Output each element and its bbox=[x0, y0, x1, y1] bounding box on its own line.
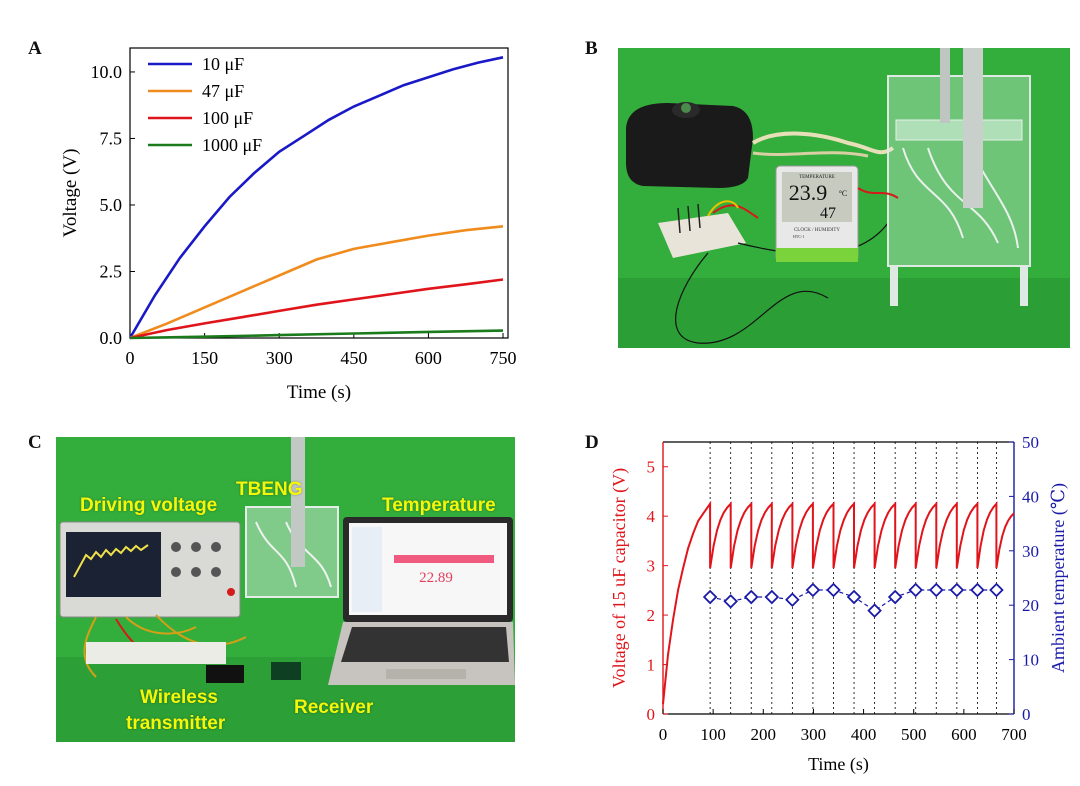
right-y-tick-label: 20 bbox=[1022, 596, 1039, 615]
temperature-point bbox=[764, 589, 780, 605]
svg-text:CLOCK / HUMIDITY: CLOCK / HUMIDITY bbox=[794, 228, 840, 233]
x-axis-label: Time (s) bbox=[808, 754, 869, 775]
oscilloscope bbox=[59, 521, 241, 618]
x-tick-label: 200 bbox=[751, 725, 777, 744]
svg-text:23.9: 23.9 bbox=[789, 180, 828, 205]
breadboard bbox=[658, 200, 759, 258]
temperature-point bbox=[805, 582, 821, 598]
label-temperature: Temperature bbox=[382, 495, 496, 516]
x-tick-label: 100 bbox=[700, 725, 726, 744]
right-y-tick-label: 40 bbox=[1022, 487, 1039, 506]
transmitter-board bbox=[206, 665, 244, 683]
panel-label-a: A bbox=[28, 38, 42, 59]
x-tick-label: 0 bbox=[659, 725, 668, 744]
series-line-3 bbox=[129, 329, 504, 340]
thermo-hygrometer: TEMPERATURE 23.9 °C 47 CLOCK / HUMIDITY … bbox=[775, 165, 859, 262]
label-receiver: Receiver bbox=[294, 697, 374, 718]
temperature-point bbox=[702, 589, 718, 605]
panel-label-d: D bbox=[585, 432, 599, 453]
right-y-tick-label: 30 bbox=[1022, 542, 1039, 561]
y-tick-label: 10.0 bbox=[91, 62, 123, 82]
panel-label-b: B bbox=[585, 38, 598, 59]
plot-frame bbox=[129, 47, 509, 339]
temperature-point bbox=[949, 582, 965, 598]
x-axis-label: Time (s) bbox=[287, 382, 351, 403]
x-tick-label: 400 bbox=[851, 725, 877, 744]
svg-text:22.89: 22.89 bbox=[419, 570, 453, 586]
x-tick-label: 750 bbox=[490, 348, 517, 368]
receiver-board bbox=[271, 662, 301, 680]
breadboard bbox=[86, 642, 226, 664]
tbeng-device bbox=[245, 437, 339, 598]
right-y-tick-label: 0 bbox=[1022, 705, 1031, 724]
x-tick-label: 0 bbox=[126, 348, 135, 368]
svg-text:TEMPERATURE: TEMPERATURE bbox=[799, 175, 835, 180]
series-line-0 bbox=[128, 56, 504, 339]
x-tick-label: 600 bbox=[951, 725, 977, 744]
x-tick-label: 700 bbox=[1001, 725, 1027, 744]
y-axis-label: Voltage (V) bbox=[60, 149, 81, 238]
legend-label-1: 47 μF bbox=[202, 81, 244, 101]
x-tick-label: 450 bbox=[340, 348, 367, 368]
left-y-axis-label: Voltage of 15 uF capacitor (V) bbox=[609, 468, 630, 688]
temperature-point bbox=[785, 592, 800, 608]
chart-a-capacitor-charging: 0 150 300 450 600 750 0.0 2.5 5.0 7.5 10.0 Time (s)… bbox=[60, 47, 517, 403]
temperature-point bbox=[970, 582, 985, 598]
label-driving-voltage: Driving voltage bbox=[80, 495, 218, 516]
legend-label-0: 10 μF bbox=[202, 54, 244, 74]
left-y-tick-label: 0 bbox=[647, 705, 656, 724]
temperature-point bbox=[908, 582, 923, 598]
svg-text:HTC-1: HTC-1 bbox=[793, 234, 804, 239]
right-y-tick-label: 50 bbox=[1022, 433, 1039, 452]
temperature-point bbox=[743, 589, 759, 605]
series-line-1 bbox=[129, 225, 504, 340]
label-tbeng: TBENG bbox=[236, 479, 303, 500]
right-y-axis-label: Ambient temperature (℃) bbox=[1048, 483, 1069, 673]
photo-b-experimental-setup: TEMPERATURE 23.9 °C 47 CLOCK / HUMIDITY … bbox=[618, 48, 1070, 348]
laptop: 22.89 bbox=[328, 517, 515, 685]
right-y-tick-label: 10 bbox=[1022, 651, 1039, 670]
left-y-tick-label: 2 bbox=[647, 606, 656, 625]
temperature-point bbox=[887, 589, 903, 605]
x-tick-label: 600 bbox=[415, 348, 442, 368]
tbeng-acrylic-box bbox=[887, 48, 1031, 306]
x-tick-label: 300 bbox=[266, 348, 293, 368]
x-tick-label: 500 bbox=[901, 725, 927, 744]
left-y-tick-label: 5 bbox=[647, 458, 656, 477]
temperature-point bbox=[867, 603, 882, 618]
y-tick-label: 2.5 bbox=[100, 261, 123, 281]
temperature-point bbox=[826, 582, 841, 598]
panel-label-c: C bbox=[28, 432, 42, 453]
label-transmitter: transmitter bbox=[126, 713, 226, 734]
air-pump bbox=[626, 102, 753, 188]
temperature-point bbox=[989, 582, 1004, 598]
chart-d-voltage-temperature: 0 100 200 300 400 500 600 70001234501020304050T… bbox=[609, 433, 1069, 775]
temperature-point bbox=[929, 582, 944, 598]
legend-label-2: 100 μF bbox=[202, 108, 253, 128]
temperature-point bbox=[846, 589, 862, 605]
y-tick-label: 5.0 bbox=[100, 195, 123, 215]
y-tick-label: 7.5 bbox=[100, 128, 123, 148]
legend-label-3: 1000 μF bbox=[202, 135, 262, 155]
voltage-series-line bbox=[662, 500, 1015, 705]
temperature-point bbox=[723, 594, 738, 609]
svg-text:°C: °C bbox=[839, 189, 848, 198]
svg-text:47: 47 bbox=[820, 205, 836, 222]
label-wireless: Wireless bbox=[140, 687, 218, 708]
x-tick-label: 300 bbox=[801, 725, 827, 744]
left-y-tick-label: 3 bbox=[647, 557, 656, 576]
series-line-2 bbox=[129, 278, 504, 340]
x-tick-label: 150 bbox=[191, 348, 218, 368]
left-y-tick-label: 1 bbox=[647, 656, 656, 675]
photo-c-wireless-sensing: 22.89 Driving voltage TBENG Temperature … bbox=[56, 437, 515, 742]
left-y-tick-label: 4 bbox=[647, 507, 656, 526]
y-tick-label: 0.0 bbox=[100, 328, 123, 348]
